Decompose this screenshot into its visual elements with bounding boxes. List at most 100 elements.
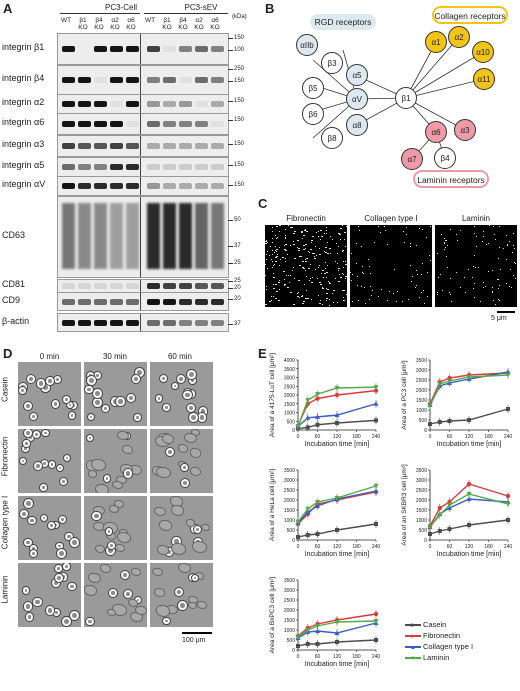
fluor-dot: [284, 244, 285, 246]
blot-band: [211, 164, 224, 170]
spread-cell: [121, 444, 134, 454]
fluor-dot: [410, 242, 412, 244]
fluor-dot: [288, 282, 290, 284]
fluor-dot: [513, 245, 515, 247]
fluor-dot: [497, 258, 499, 260]
fluor-dot: [345, 276, 347, 278]
blot-band: [110, 319, 123, 326]
round-cell: [45, 606, 55, 615]
fluor-dot: [415, 284, 417, 286]
spread-cell: [189, 448, 202, 458]
fluor-dot: [319, 302, 322, 304]
round-cell: [191, 574, 199, 582]
fluor-dot: [494, 233, 496, 235]
data-point: [315, 500, 320, 505]
legend-item: ● Fibronectin: [405, 631, 473, 642]
d-col-0: 0 min: [39, 352, 60, 361]
blot-band: [195, 319, 208, 326]
fluor-dot: [284, 229, 286, 231]
round-cell: [23, 402, 32, 411]
x-tick-label: 120: [465, 544, 474, 550]
blot-band: [195, 183, 208, 189]
fluor-dot: [464, 292, 466, 294]
fluor-dot: [328, 281, 330, 283]
x-tick-label: 0: [297, 654, 300, 660]
x-tick-label: 60: [315, 544, 321, 550]
fluor-dot: [341, 290, 343, 291]
fluor-dot: [326, 289, 329, 291]
fluor-dot: [265, 275, 267, 277]
fluor-dot: [342, 274, 344, 276]
d-row-3: Laminin: [0, 575, 10, 604]
fluor-dot: [333, 302, 335, 304]
fluor-dot: [310, 282, 313, 284]
fluor-dot: [276, 255, 279, 257]
blot-band: [195, 121, 208, 127]
phase-image-1-2: [150, 429, 213, 493]
c-col-0: Fibronectin: [286, 214, 326, 223]
fluor-dot: [274, 245, 276, 247]
fluor-dot: [297, 295, 300, 297]
fluor-dot: [278, 289, 280, 291]
blot-band: [94, 143, 107, 149]
fluor-dot: [315, 245, 317, 247]
blot-row-2: [57, 94, 229, 114]
fluor-dot: [322, 287, 325, 289]
y-tick-label: 500: [287, 528, 296, 534]
blot-band: [78, 164, 91, 170]
blot-row-4: [57, 135, 229, 157]
fluor-dot: [272, 253, 274, 255]
y-tick-label: 3000: [416, 368, 427, 374]
y-tick-label: 2500: [416, 488, 427, 494]
fluor-dot: [397, 290, 399, 292]
round-cell: [54, 573, 64, 583]
blot-band: [179, 164, 192, 170]
lane-header-cell-1: β1 KO: [78, 17, 88, 31]
round-cell: [59, 477, 68, 486]
kda-marker: 150: [227, 141, 245, 147]
spread-cell: [84, 584, 98, 596]
blot-band: [147, 183, 160, 189]
fluor-dot: [341, 249, 344, 251]
fluor-dot: [449, 229, 451, 231]
y-tick-label: 1000: [416, 518, 427, 524]
spread-cell: [106, 608, 116, 616]
fluor-dot: [460, 229, 462, 231]
fluor-dot: [404, 241, 406, 243]
round-cell: [197, 413, 207, 422]
fluor-dot: [350, 279, 352, 281]
kda-marker: 25: [228, 260, 241, 266]
round-cell: [163, 403, 171, 411]
y-tick-label: 1500: [416, 508, 427, 514]
lane-header-sev-2: β4 KO: [178, 17, 188, 31]
data-point: [315, 642, 320, 646]
fluor-dot: [444, 246, 446, 248]
legend-swatch: ▲: [405, 642, 423, 653]
blot-divider: [140, 95, 141, 113]
fluor-dot: [421, 228, 423, 230]
blot-smear: [163, 203, 176, 269]
round-cell: [41, 429, 49, 437]
y-tick-label: 3000: [284, 376, 295, 382]
legend-label: Fibronectin: [423, 631, 461, 640]
phase-image-2-2: [150, 496, 213, 560]
blot-band: [195, 77, 208, 83]
blot-band: [126, 101, 139, 107]
fluor-dot: [320, 235, 323, 237]
fluor-dot: [305, 260, 307, 262]
fluor-dot: [318, 282, 320, 284]
fluor-dot: [342, 251, 344, 253]
legend: ■ Casein ● Fibronectin ▲ Collagen type I ▼ Lami…: [405, 620, 473, 664]
fluor-dot: [485, 244, 487, 246]
data-point: [467, 418, 471, 422]
fluor-dot: [289, 227, 292, 229]
round-cell: [23, 429, 32, 438]
fluor-dot: [277, 282, 280, 284]
fluor-dot: [298, 265, 301, 267]
blot-row-3: [57, 113, 229, 135]
fluor-dot: [300, 231, 303, 233]
blot-band: [94, 283, 107, 289]
spread-cell: [88, 572, 102, 584]
fluor-dot: [271, 242, 273, 244]
phase-image-3-2: [150, 563, 213, 627]
